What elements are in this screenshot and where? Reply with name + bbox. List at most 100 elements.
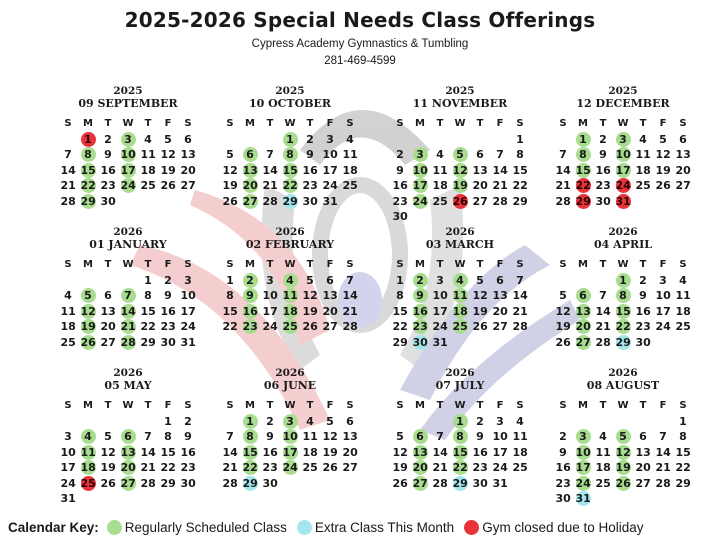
green-dot-icon — [106, 520, 122, 535]
day-number: 18 — [80, 460, 96, 475]
day-number: 26 — [160, 179, 176, 192]
day-regular-class: 10 — [613, 147, 633, 163]
day-regular-class: 24 — [410, 193, 430, 210]
day-cell: 20 — [178, 163, 198, 179]
day-cell: 9 — [633, 288, 653, 304]
day-number: 14 — [262, 163, 278, 177]
day-number: 29 — [160, 476, 176, 490]
day-number: 24 — [615, 178, 631, 193]
empty-day-cell — [260, 132, 280, 148]
day-regular-class: 5 — [450, 147, 470, 163]
day-cell: 29 — [390, 335, 410, 351]
day-number: 21 — [492, 179, 508, 192]
day-cell: 25 — [510, 460, 530, 476]
day-cell: 13 — [178, 147, 198, 163]
day-cell: 6 — [490, 273, 510, 289]
day-cell: 25 — [593, 476, 613, 492]
day-number: 4 — [679, 273, 687, 287]
day-number: 25 — [675, 320, 691, 333]
day-regular-class: 13 — [240, 162, 260, 179]
day-cell: 12 — [158, 147, 178, 163]
weekday-header: W — [454, 400, 466, 411]
day-cell: 20 — [470, 178, 490, 194]
day-number: 3 — [266, 273, 274, 287]
day-number: 17 — [655, 304, 671, 318]
day-number: 25 — [282, 319, 298, 334]
day-cell: 8 — [138, 288, 158, 304]
day-number: 15 — [160, 445, 176, 459]
weekday-header: S — [396, 259, 404, 270]
day-number: 11 — [282, 288, 298, 303]
day-number: 25 — [80, 475, 96, 491]
day-cell: 6 — [633, 429, 653, 445]
day-number: 8 — [615, 288, 631, 303]
day-regular-class: 4 — [450, 272, 470, 289]
day-regular-class: 17 — [613, 162, 633, 179]
day-number: 22 — [575, 178, 591, 193]
day-number: 4 — [436, 148, 444, 161]
day-number: 7 — [559, 148, 567, 161]
weekday-header: W — [454, 259, 466, 270]
day-number: 11 — [452, 288, 468, 303]
day-cell: 27 — [633, 476, 653, 492]
day-cell: 1 — [673, 414, 693, 430]
day-number: 31 — [180, 335, 196, 349]
day-regular-class: 12 — [450, 162, 470, 179]
month-name: 06 JUNE — [263, 379, 317, 392]
day-cell: 7 — [138, 429, 158, 445]
empty-day-cell — [553, 132, 573, 148]
day-cell: 28 — [510, 319, 530, 335]
day-number: 8 — [679, 430, 687, 443]
day-cell: 13 — [98, 304, 118, 320]
day-regular-class: 24 — [573, 475, 593, 492]
weekday-header: F — [659, 400, 667, 411]
day-number: 12 — [100, 445, 116, 459]
weekday-header: T — [476, 400, 484, 411]
day-number: 21 — [432, 461, 448, 474]
day-cell: 11 — [340, 147, 360, 163]
day-cell: 7 — [490, 147, 510, 163]
day-number: 14 — [555, 163, 571, 177]
day-number: 8 — [164, 430, 172, 443]
day-cell: 18 — [138, 163, 158, 179]
day-regular-class: 4 — [78, 429, 98, 445]
weekday-header: M — [245, 118, 255, 129]
day-number: 15 — [675, 445, 691, 459]
day-number: 16 — [472, 445, 488, 459]
day-number: 28 — [595, 335, 611, 349]
day-number: 8 — [242, 429, 258, 444]
day-cell: 28 — [430, 476, 450, 492]
calendar-key: Calendar Key: Regularly Scheduled Class … — [8, 520, 720, 535]
day-number: 5 — [396, 430, 404, 443]
day-regular-class: 18 — [78, 460, 98, 476]
day-number: 6 — [496, 273, 504, 287]
day-number: 5 — [80, 288, 96, 303]
day-number: 18 — [452, 303, 468, 319]
day-cell: 16 — [553, 460, 573, 476]
day-number: 23 — [595, 179, 611, 192]
month-calendar: 2025 10 OCTOBER S M T W T F S 1 2 3 4 5 6 7 8 9 10 11 12 13 14… — [220, 85, 360, 209]
empty-day-cell — [490, 132, 510, 148]
empty-day-cell — [430, 414, 450, 430]
day-number: 8 — [282, 147, 298, 162]
day-number: 12 — [222, 163, 238, 177]
day-cell: 14 — [553, 163, 573, 179]
day-number: 3 — [496, 414, 504, 428]
day-cell: 27 — [673, 178, 693, 194]
day-number: 20 — [342, 445, 358, 459]
legend-text-extra: Extra Class This Month — [314, 520, 455, 535]
day-number: 13 — [635, 445, 651, 459]
day-number: 22 — [80, 178, 96, 193]
day-number: 5 — [164, 132, 172, 146]
day-number: 15 — [80, 162, 96, 178]
day-number: 2 — [306, 132, 314, 146]
day-number: 21 — [555, 179, 571, 192]
day-cell: 7 — [553, 147, 573, 163]
day-number: 27 — [180, 179, 196, 192]
day-number: 13 — [472, 163, 488, 177]
day-number: 18 — [60, 320, 76, 333]
day-regular-class: 13 — [118, 444, 138, 461]
day-cell: 23 — [553, 476, 573, 492]
weekday-header: M — [578, 259, 588, 270]
day-number: 24 — [492, 461, 508, 474]
